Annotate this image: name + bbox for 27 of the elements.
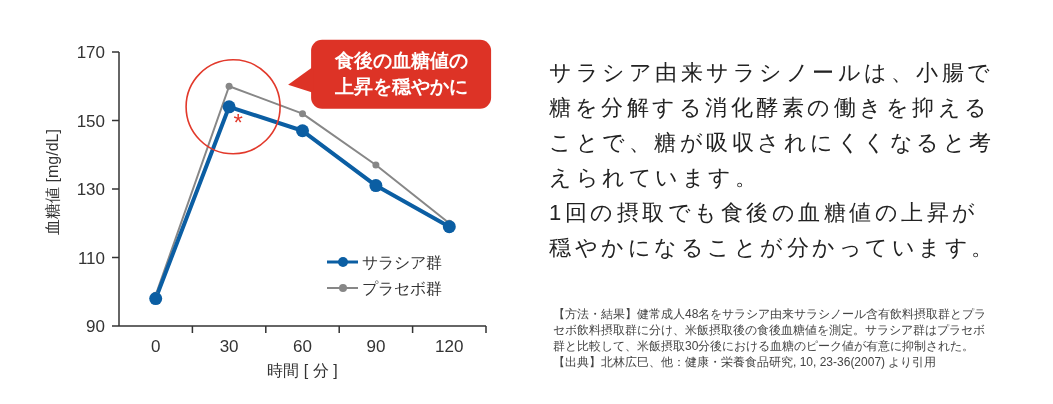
point bbox=[372, 161, 380, 169]
annotation: 食後の血糖値の上昇を穏やかに bbox=[333, 49, 469, 100]
x-axis-title: 時間 [ 分 ] bbox=[267, 361, 338, 379]
point bbox=[442, 220, 456, 234]
y-tick-label: 110 bbox=[77, 248, 105, 268]
y-tick-label: 130 bbox=[76, 180, 105, 200]
point bbox=[369, 179, 383, 193]
text: 【方法・結果】健常成人48名をサラシア由来サラシノール含有飲料摂取群とプラセボ飲料摂取群に分け、米飯摂取後の食後血糖値を測定。サラシア群はプラセボ群と比較して、米飯摂取30分後における血糖のピーク値が有意に抑制された。 bbox=[553, 306, 988, 354]
x-tick-label: 0 bbox=[150, 336, 161, 356]
point bbox=[225, 82, 233, 90]
annotation: * bbox=[233, 108, 243, 136]
text: 【出典】北林広巳、他：健康・栄養食品研究, 10, 23-36(2007) より引用 bbox=[553, 354, 938, 370]
point bbox=[149, 292, 163, 306]
point bbox=[299, 110, 306, 118]
x-tick-label: 120 bbox=[435, 336, 464, 356]
y-tick-label: 170 bbox=[76, 43, 105, 63]
text: サラシア由来サラシノールは、小腸で糖を分解する消化酵素の働きを抑えることで、糖が吸収されにくくなると考えられています。 1回の摂取でも食後の血糖値の上昇が穏やかになることが分かっています。 bbox=[549, 59, 998, 262]
legend-label: サラシア群 bbox=[362, 253, 442, 271]
point bbox=[222, 100, 236, 114]
x-tick-label: 90 bbox=[366, 336, 386, 356]
x-tick-label: 60 bbox=[293, 336, 312, 356]
y-tick-label: 150 bbox=[76, 111, 105, 131]
y-tick-label: 90 bbox=[86, 317, 105, 337]
y-axis-title: 血糖値 [mg/dL] bbox=[43, 129, 61, 235]
legend-label: プラセボ群 bbox=[362, 279, 442, 297]
point bbox=[296, 124, 309, 138]
x-tick-label: 30 bbox=[219, 336, 239, 356]
